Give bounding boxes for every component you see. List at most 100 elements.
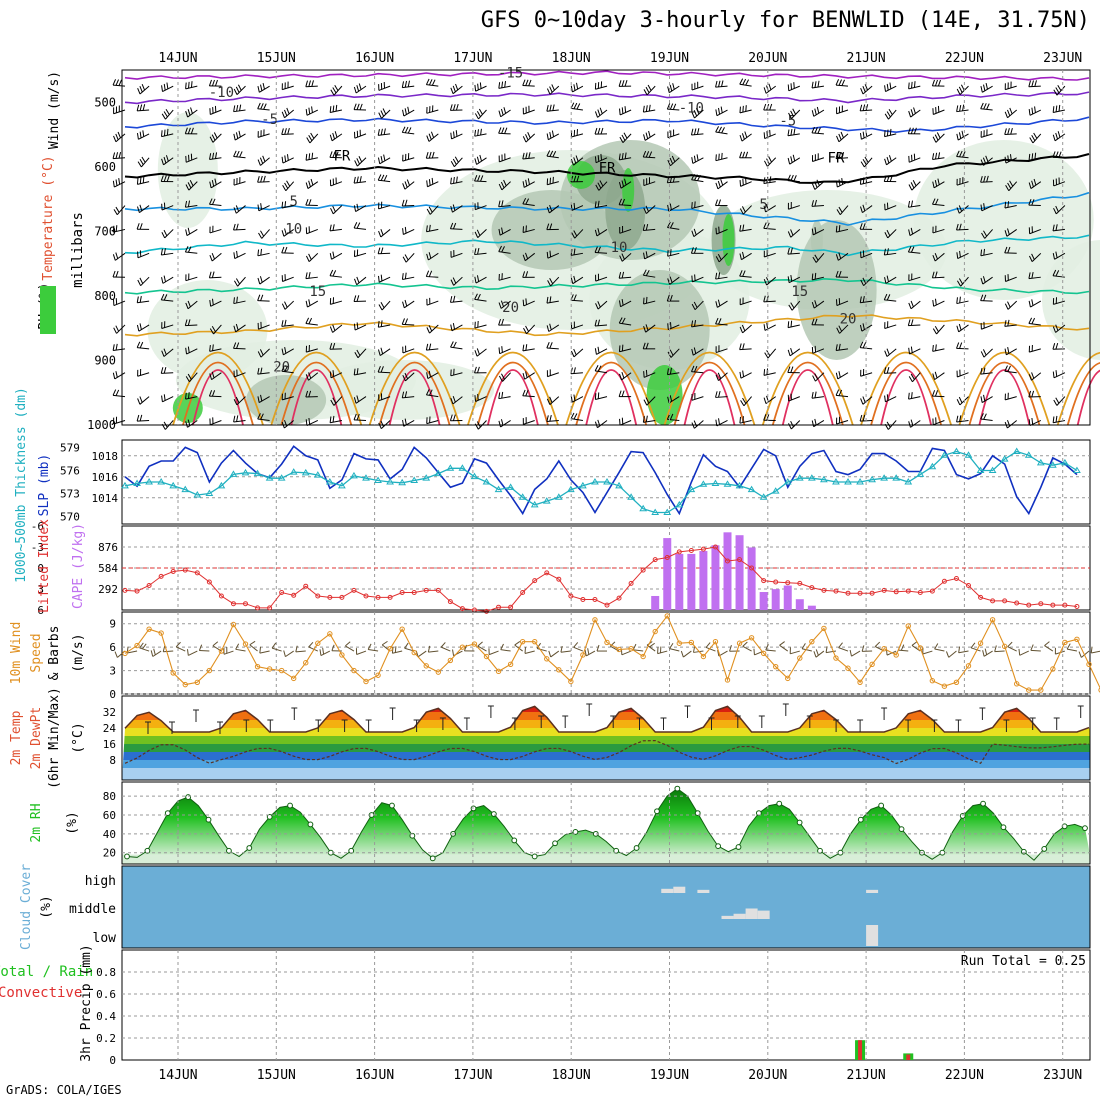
precip-tick-label: 0.6: [96, 988, 116, 1001]
wind-barb-flag: [501, 391, 504, 399]
wind-barb-flag: [137, 279, 142, 286]
wind-barb: [233, 205, 246, 214]
wind-barb: [450, 368, 463, 377]
wind-barb: [763, 414, 776, 421]
wind-barb-flag: [353, 323, 356, 331]
wind-barb: [1053, 84, 1066, 96]
surface-wind-barb-staff: [994, 650, 1005, 653]
wind-barb-staff: [426, 109, 439, 114]
wind-barb-flag: [161, 130, 163, 137]
wind-barb: [257, 367, 270, 375]
wind-barb-flag: [811, 126, 815, 134]
wind-barb-staff: [645, 324, 656, 333]
wind-barb-staff: [739, 275, 752, 278]
wind-barb: [426, 131, 439, 142]
wind-barb-flag: [449, 222, 454, 229]
wind-barb-flag: [402, 301, 405, 308]
wind-barb-flag: [907, 200, 911, 208]
wind-barb: [908, 300, 921, 310]
wind-barb-staff: [402, 348, 415, 354]
wind-barb-flag: [642, 416, 645, 423]
wind-barb-flag: [428, 224, 431, 232]
wind-barb-staff: [451, 324, 463, 332]
wind-barb-flag: [359, 176, 362, 183]
wind-barb-flag: [546, 251, 549, 259]
wind-barb-flag: [840, 131, 844, 139]
wind-barb-staff: [500, 420, 511, 428]
wind-barb-flag: [766, 368, 769, 375]
wind-barb-flag: [814, 373, 818, 380]
wind-barb-flag: [113, 135, 117, 142]
surface-wind-barb-staff: [477, 645, 487, 652]
wind-barb-staff: [1055, 324, 1066, 333]
wind-barb-staff: [450, 252, 463, 258]
wind-barb: [932, 198, 945, 207]
wind-barb-flag: [983, 103, 987, 110]
wind-barb: [836, 131, 849, 143]
wind-barb-flag: [498, 302, 502, 309]
surface-wind-barb: [524, 647, 535, 654]
wind-barb-flag: [864, 84, 869, 91]
wind-barb-staff: [403, 228, 415, 235]
wind-barb: [378, 81, 391, 91]
wind-barb: [209, 152, 222, 160]
wind-barb: [667, 203, 680, 212]
wind-barb-staff: [258, 324, 270, 330]
wind-barb-flag: [498, 392, 501, 399]
wind-barb-flag: [597, 301, 601, 308]
wind-barb-flag: [814, 318, 818, 325]
wind-barb-flag: [112, 152, 116, 159]
wind-barb-flag: [233, 297, 235, 304]
surface-wind-barb-flag: [319, 649, 322, 656]
wind-barb-flag: [934, 180, 938, 187]
wind-barb: [281, 392, 294, 401]
wind-barb: [715, 106, 728, 117]
thickness-point: [530, 500, 539, 508]
wind-barb-staff: [812, 276, 825, 281]
wind-barb: [571, 229, 584, 239]
wind-barb-staff: [766, 276, 777, 286]
wind-barb-flag: [838, 152, 842, 159]
lifted-index-point: [520, 590, 526, 595]
wind-barb-flag: [455, 130, 458, 137]
warm-surface-contour: [781, 369, 834, 426]
wind-barb-staff: [1029, 228, 1041, 235]
bottom-day-label: 15JUN: [257, 1068, 296, 1083]
wind-barb-staff: [450, 228, 463, 230]
wind-barb-flag: [257, 102, 261, 109]
wind-barb-flag: [619, 373, 622, 381]
rh-fill-area: [913, 140, 1094, 300]
wind-barb-flag: [284, 128, 287, 135]
wind-barb-flag: [980, 204, 983, 211]
wind-barb-flag: [597, 346, 600, 354]
wind-barb-staff: [740, 372, 752, 379]
wind-barb-flag: [380, 110, 385, 117]
surface-wind-barb: [249, 640, 258, 652]
wind-barb-flag: [233, 207, 237, 214]
wind-barb-flag: [184, 200, 188, 208]
wind-barb-staff: [113, 228, 126, 233]
wind-barb: [474, 108, 487, 120]
lifted-index-point: [616, 595, 622, 601]
thickness-point: [1048, 461, 1057, 468]
thickness-point: [350, 471, 358, 479]
surface-wind-barb-staff: [117, 650, 126, 658]
wind-barb-flag: [546, 296, 549, 304]
wind-barb: [787, 128, 800, 137]
bottom-day-label: 22JUN: [945, 1068, 984, 1083]
wind-barb: [450, 156, 463, 168]
wind-barb-staff: [763, 372, 776, 376]
wind-barb-flag: [1007, 365, 1011, 372]
wind-barb-flag: [910, 319, 914, 326]
wind-barb-flag: [811, 110, 815, 117]
thickness-point: [362, 474, 370, 481]
wind-barb-flag: [404, 181, 408, 188]
wind-barb-staff: [475, 276, 487, 284]
wind-barb-flag: [113, 327, 117, 334]
surface-wind-barb-flag: [813, 651, 817, 658]
wind-barb: [330, 396, 343, 406]
wind-barb: [498, 153, 511, 163]
rh-2m-point: [613, 847, 620, 854]
wind-barb-flag: [642, 269, 647, 276]
surface-wind-barb-staff: [633, 649, 644, 652]
